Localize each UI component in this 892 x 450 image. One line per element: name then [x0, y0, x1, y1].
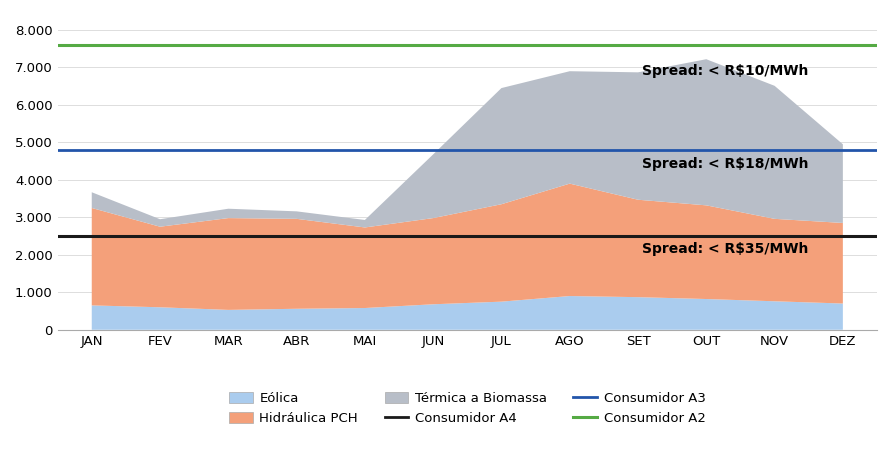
Text: Spread: < R$10/MWh: Spread: < R$10/MWh	[642, 64, 809, 78]
Text: Spread: < R$35/MWh: Spread: < R$35/MWh	[642, 242, 809, 256]
Text: Spread: < R$18/MWh: Spread: < R$18/MWh	[642, 158, 809, 171]
Legend: Eólica, Hidráulica PCH, Térmica a Biomassa, Consumidor A4, Consumidor A3, Consum: Eólica, Hidráulica PCH, Térmica a Biomas…	[224, 387, 711, 430]
